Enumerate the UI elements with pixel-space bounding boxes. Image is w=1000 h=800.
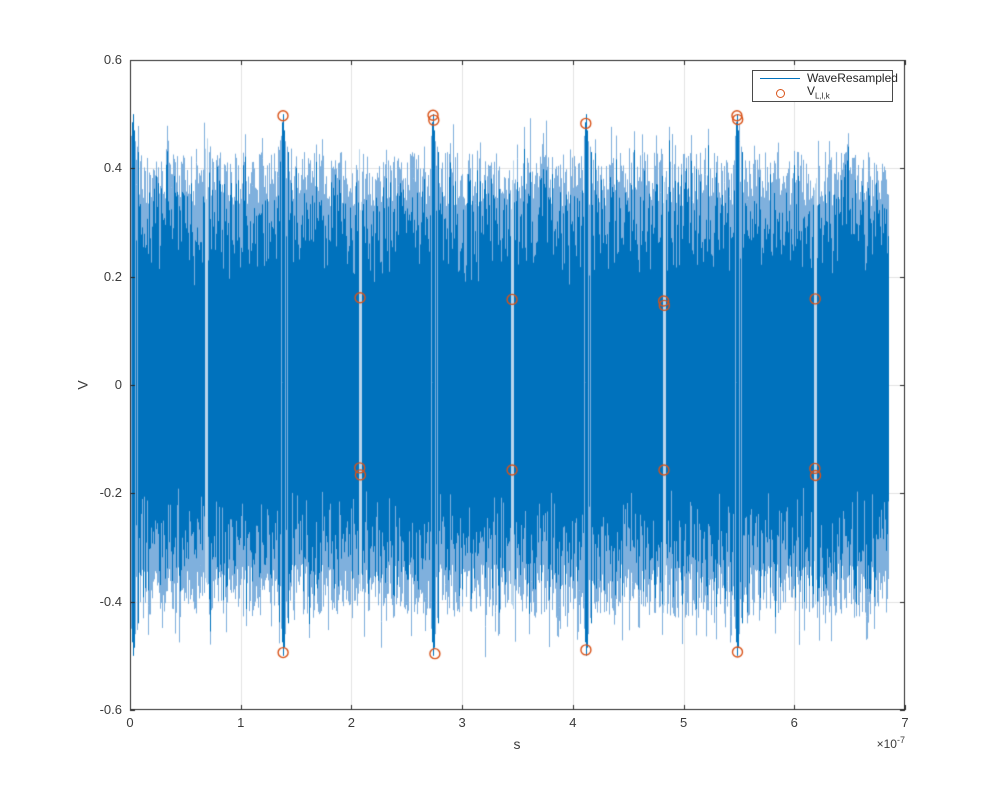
legend-label-waveresampled: WaveResampled [807,71,898,85]
legend[interactable]: WaveResampled VL,l,k [752,70,898,102]
x-axis-label: s [513,736,521,752]
y-tick-label: -0.6 [99,702,122,717]
y-tick-label: 0.2 [103,268,122,284]
x-tick-label: 1 [237,715,245,730]
x-tick-label: 3 [458,715,466,730]
y-tick-label: -0.2 [99,485,122,501]
y-tick-label: -0.4 [99,593,122,609]
y-tick-label: 0.4 [103,160,122,176]
x-tick-label: 7 [901,715,909,730]
legend-circle-swatch-area [753,89,807,98]
x-exponent-power: -7 [896,735,905,745]
x-axis-exponent: ×10-7 [845,735,905,751]
legend-entry-waveresampled[interactable]: WaveResampled [753,72,898,86]
legend-entry-vllk[interactable]: VL,l,k [753,83,892,101]
legend-label-vllk: VL,l,k [807,83,830,101]
circle-marker-icon [775,89,785,98]
legend-line-swatch-area [753,78,807,79]
y-axis-label: V [74,380,91,390]
y-tick-label: 0 [114,377,122,392]
x-tick-label: 4 [569,715,577,730]
x-tick-label: 6 [790,715,798,730]
x-exponent-prefix: ×10 [876,737,897,751]
x-tick-label: 2 [347,715,356,730]
line-swatch-icon [760,78,800,79]
x-tick-label: 5 [679,715,688,730]
y-tick-label: 0.6 [103,52,122,67]
x-tick-label: 0 [126,715,134,730]
